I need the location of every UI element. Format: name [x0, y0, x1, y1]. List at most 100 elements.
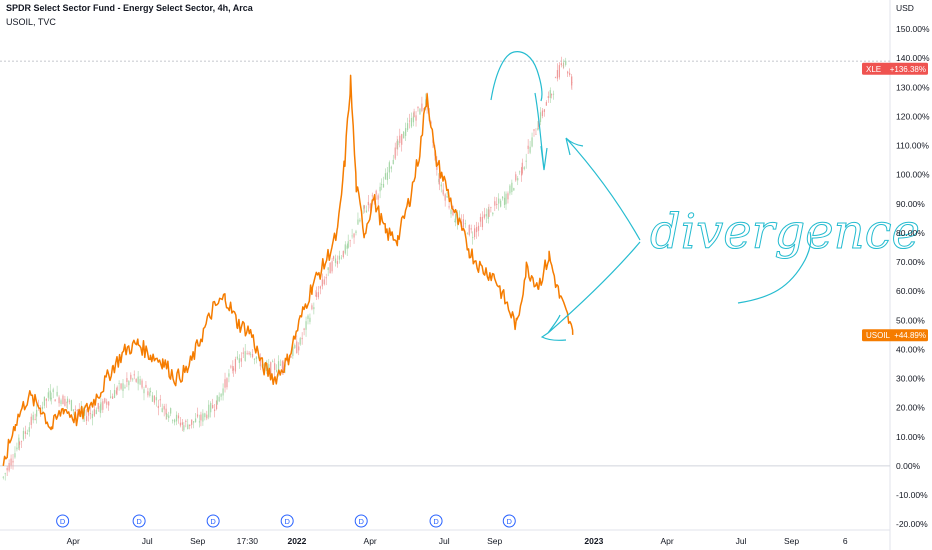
xle-candle	[68, 398, 71, 405]
x-tick-label: Sep	[487, 536, 502, 546]
xle-candle-body	[226, 378, 228, 388]
xle-candle-body	[118, 383, 120, 384]
xle-candle	[485, 208, 487, 224]
xle-candle-body	[120, 383, 122, 389]
xle-candle-body	[70, 400, 73, 411]
xle-candle-body	[206, 414, 208, 419]
xle-candle-body	[454, 220, 456, 222]
xle-candle	[487, 206, 489, 224]
xle-candle	[299, 336, 301, 346]
xle-candle	[417, 106, 419, 112]
xle-candle	[177, 412, 180, 424]
xle-candle-body	[187, 424, 189, 430]
xle-candle	[475, 221, 478, 239]
xle-candle-body	[191, 419, 193, 425]
y-axis[interactable]: USD -20.00% -10.00% 0.00% 10.00% 20.00% 30.00%…	[896, 3, 930, 529]
xle-candle	[558, 62, 560, 80]
xle-candle	[232, 366, 235, 377]
xle-candle-body	[240, 358, 242, 362]
xle-badge-name: XLE	[866, 65, 881, 74]
xle-candle	[545, 100, 547, 106]
xle-candle	[99, 404, 101, 418]
y-tick-label: 120.00%	[896, 111, 930, 121]
x-tick-label: Jul	[736, 536, 747, 546]
xle-candle-body	[549, 90, 551, 98]
xle-candle-body	[163, 406, 165, 410]
xle-candle	[168, 411, 170, 422]
price-badges: XLE +136.38% USOIL +44.89%	[862, 62, 928, 342]
xle-candle-body	[475, 227, 478, 233]
xle-candle-body	[275, 370, 278, 372]
xle-candle-body	[137, 376, 139, 384]
xle-candle-body	[545, 102, 547, 106]
down-arrow-stroke	[534, 92, 548, 171]
xle-candle	[145, 381, 147, 388]
xle-candle	[537, 121, 539, 131]
xle-candle-body	[415, 115, 417, 121]
grid-lines	[0, 0, 891, 550]
y-tick-label: 60.00%	[896, 286, 925, 296]
xle-candle	[126, 372, 128, 388]
xle-candle-body	[346, 245, 348, 249]
xle-candle	[492, 212, 494, 217]
xle-candle-body	[519, 171, 521, 173]
xle-candle-body	[357, 219, 359, 225]
xle-candle-body	[509, 185, 511, 194]
dividend-marker: D	[132, 514, 146, 528]
x-axis[interactable]: Apr Jul Sep 17:30 2022 Apr Jul Sep 2023 Apr Jul Sep…	[67, 536, 848, 546]
xle-candle	[47, 388, 49, 402]
xle-candle	[32, 411, 34, 424]
dividend-marker: D	[354, 514, 368, 528]
xle-candle	[331, 257, 333, 274]
annotation-text: divergence	[650, 204, 920, 260]
xle-candle-body	[30, 416, 32, 425]
xle-candle-body	[392, 159, 394, 165]
xle-candle	[163, 403, 165, 417]
xle-candle-body	[440, 184, 442, 187]
y-tick-label: 150.00%	[896, 24, 930, 34]
xle-candle-body	[311, 305, 313, 310]
xle-candle-body	[560, 63, 562, 66]
xle-candle-body	[315, 292, 318, 297]
xle-candle	[296, 335, 298, 354]
xle-candle	[501, 195, 504, 201]
xle-candle-body	[327, 267, 329, 271]
xle-candle	[521, 158, 523, 175]
xle-candle	[541, 108, 544, 119]
xle-candle	[111, 393, 114, 399]
xle-candle-body	[50, 397, 52, 400]
xle-candle	[108, 401, 110, 411]
xle-candle	[450, 208, 452, 218]
xle-candle	[66, 396, 69, 410]
xle-candle	[246, 350, 248, 355]
xle-candle-body	[541, 110, 544, 117]
xle-candle-body	[259, 359, 261, 367]
xle-candle-body	[8, 462, 10, 471]
dividend-marker-label: D	[507, 517, 513, 526]
xle-candle-body	[14, 453, 16, 458]
xle-candle	[106, 398, 108, 409]
xle-candle-body	[527, 145, 529, 149]
dividend-marker-circle	[502, 514, 516, 528]
xle-candle	[305, 316, 307, 337]
y-tick-label: 90.00%	[896, 199, 925, 209]
xle-candle	[85, 409, 88, 425]
xle-candle-body	[255, 356, 258, 360]
xle-candle-body	[408, 120, 411, 122]
xle-candle	[494, 196, 496, 212]
xle-candle	[468, 224, 470, 237]
y-tick-label: 110.00%	[896, 141, 929, 151]
xle-candle-body	[472, 237, 474, 238]
xle-candle	[215, 400, 218, 411]
xle-candle-body	[438, 175, 440, 185]
xle-candle	[153, 395, 156, 405]
xle-candle	[191, 419, 193, 429]
xle-candle	[315, 286, 318, 301]
xle-candle	[102, 398, 104, 413]
xle-candle	[240, 352, 242, 368]
xle-candle	[405, 122, 407, 142]
xle-candle-body	[12, 460, 14, 463]
xle-candle	[253, 358, 256, 365]
xle-candle-body	[132, 378, 134, 380]
